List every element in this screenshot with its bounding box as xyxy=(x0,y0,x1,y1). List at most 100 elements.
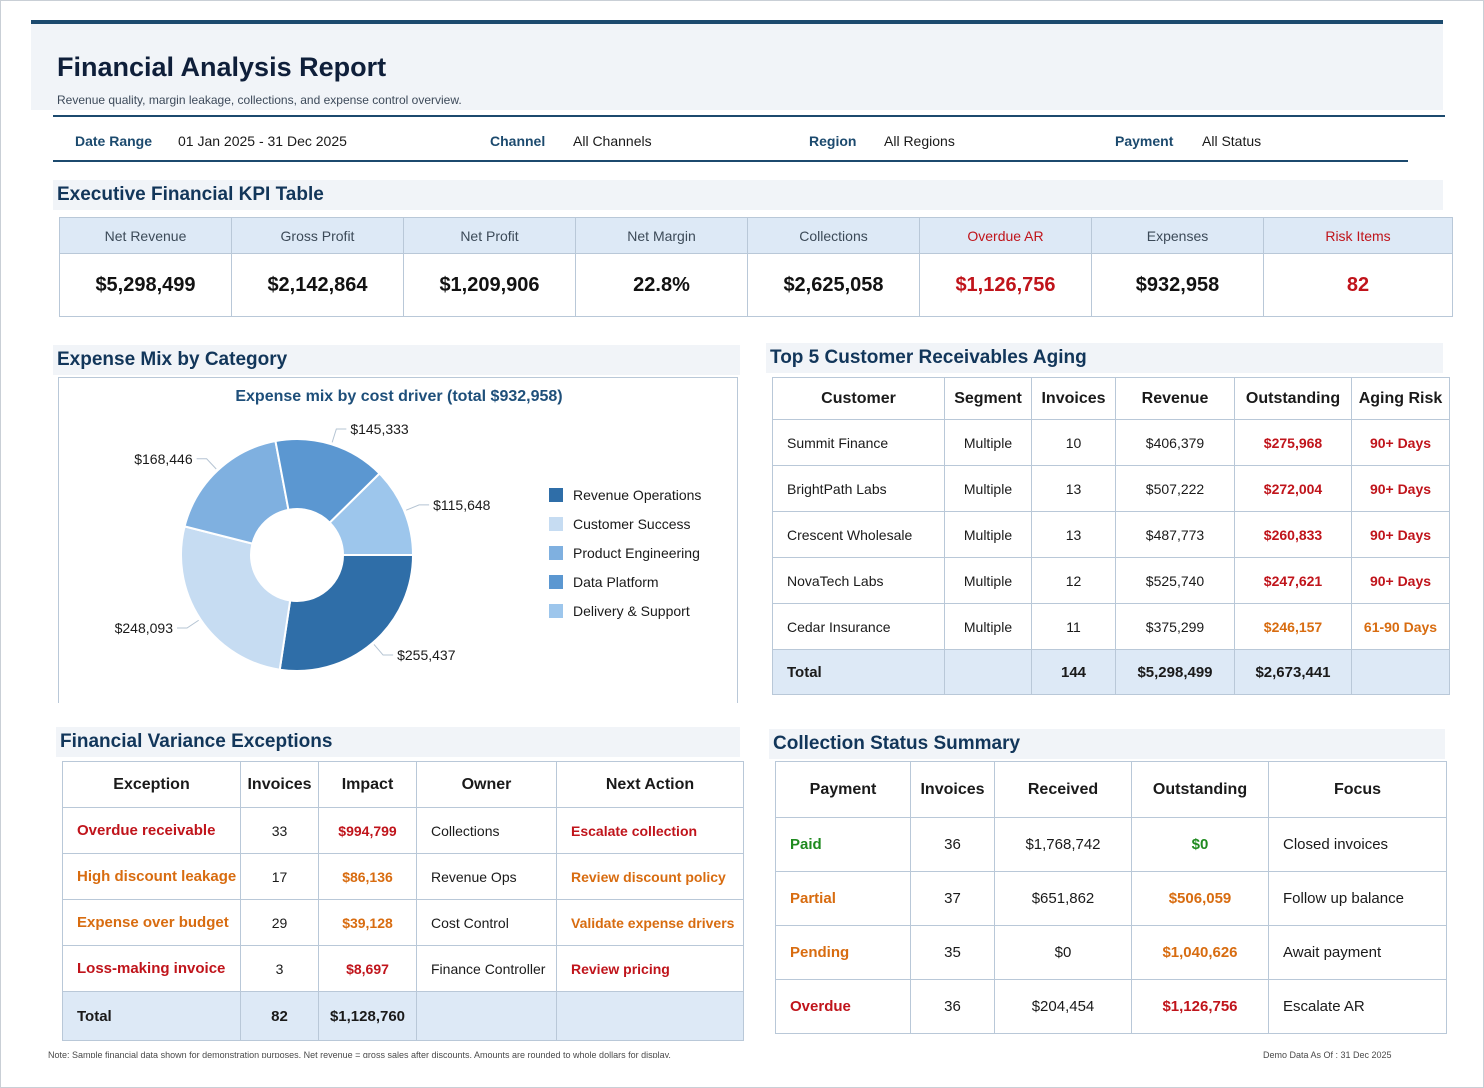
column-header: Received xyxy=(994,761,1132,818)
focus-cell: Await payment xyxy=(1268,925,1447,980)
outstanding-cell: $272,004 xyxy=(1234,465,1352,512)
invoices-cell: 10 xyxy=(1031,419,1116,466)
legend-label: Delivery & Support xyxy=(573,603,690,619)
legend-swatch xyxy=(549,575,563,589)
payment-status-cell: Pending xyxy=(775,925,911,980)
next-action-cell: Review discount policy xyxy=(556,853,744,900)
invoices-cell: 12 xyxy=(1031,557,1116,604)
report-header xyxy=(31,24,1443,110)
revenue-cell: $375,299 xyxy=(1115,603,1235,650)
filter-value-payment[interactable]: All Status xyxy=(1202,133,1262,149)
focus-cell: Follow up balance xyxy=(1268,871,1447,926)
invoices-cell: 33 xyxy=(240,807,319,854)
column-header: Exception xyxy=(62,761,241,808)
column-header: Segment xyxy=(944,377,1032,420)
data-label: $168,446 xyxy=(134,451,193,467)
leader-line xyxy=(405,504,430,511)
owner-cell: Collections xyxy=(416,807,557,854)
revenue-cell: $487,773 xyxy=(1115,511,1235,558)
received-cell: $0 xyxy=(994,925,1132,980)
payment-status-cell: Partial xyxy=(775,871,911,926)
filter-label-payment: Payment xyxy=(1115,133,1174,149)
segment-cell: Multiple xyxy=(944,557,1032,604)
kpi-header: Net Margin xyxy=(575,217,748,254)
revenue-cell: $406,379 xyxy=(1115,419,1235,466)
table-total-row: Total 144 $5,298,499 $2,673,441 xyxy=(772,649,1450,695)
kpi-header: Expenses xyxy=(1091,217,1264,254)
total-cell: 82 xyxy=(240,991,319,1041)
table-row: Loss-making invoice 3 $8,697 Finance Con… xyxy=(62,945,744,992)
leader-line xyxy=(196,458,217,470)
table-row: BrightPath Labs Multiple 13 $507,222 $27… xyxy=(772,465,1450,512)
table-row: Partial 37 $651,862 $506,059 Follow up b… xyxy=(775,871,1447,926)
outstanding-cell: $0 xyxy=(1131,817,1269,872)
data-label: $145,333 xyxy=(350,421,409,437)
invoices-cell: 17 xyxy=(240,853,319,900)
column-header: Revenue xyxy=(1115,377,1235,420)
donut-chart-svg: $255,437 $248,093 $168,446 $145,333 $115,648… xyxy=(115,421,701,672)
exception-cell: Overdue receivable xyxy=(62,807,241,854)
segment-cell: Multiple xyxy=(944,419,1032,466)
kpi-table: Net Revenue Gross Profit Net Profit Net … xyxy=(59,217,1453,317)
total-cell: $5,298,499 xyxy=(1115,649,1235,695)
invoices-cell: 35 xyxy=(910,925,995,980)
aging-risk-cell: 61-90 Days xyxy=(1351,603,1450,650)
receivables-section-title: Top 5 Customer Receivables Aging xyxy=(766,343,1443,373)
page-title: Financial Analysis Report xyxy=(57,52,387,82)
outstanding-cell: $506,059 xyxy=(1131,871,1269,926)
legend-swatch xyxy=(549,517,563,531)
received-cell: $204,454 xyxy=(994,979,1132,1034)
column-header: Invoices xyxy=(1031,377,1116,420)
column-header: Outstanding xyxy=(1234,377,1352,420)
collection-table: Payment Invoices Received Outstanding Fo… xyxy=(775,761,1447,1034)
legend-label: Revenue Operations xyxy=(573,487,701,503)
column-header: Invoices xyxy=(910,761,995,818)
table-row: Expense over budget 29 $39,128 Cost Cont… xyxy=(62,899,744,946)
kpi-value: $1,209,906 xyxy=(403,253,576,317)
legend-item-data-platform: Data Platform xyxy=(549,574,659,590)
table-row: Crescent Wholesale Multiple 13 $487,773 … xyxy=(772,511,1450,558)
total-cell xyxy=(556,991,744,1041)
kpi-header: Overdue AR xyxy=(919,217,1092,254)
variance-table: Exception Invoices Impact Owner Next Act… xyxy=(62,761,744,1041)
filter-bar-divider xyxy=(53,160,1408,162)
invoices-cell: 13 xyxy=(1031,511,1116,558)
next-action-cell: Escalate collection xyxy=(556,807,744,854)
leader-line xyxy=(177,619,199,629)
customer-cell: BrightPath Labs xyxy=(772,465,945,512)
table-header-row: Customer Segment Invoices Revenue Outsta… xyxy=(772,377,1450,420)
column-header: Next Action xyxy=(556,761,744,808)
exception-cell: Expense over budget xyxy=(62,899,241,946)
filter-value-region[interactable]: All Regions xyxy=(884,133,955,149)
outstanding-cell: $246,157 xyxy=(1234,603,1352,650)
filter-value-date-range[interactable]: 01 Jan 2025 - 31 Dec 2025 xyxy=(178,133,347,149)
owner-cell: Revenue Ops xyxy=(416,853,557,900)
invoices-cell: 29 xyxy=(240,899,319,946)
kpi-header: Gross Profit xyxy=(231,217,404,254)
table-row: Cedar Insurance Multiple 11 $375,299 $24… xyxy=(772,603,1450,650)
aging-risk-cell: 90+ Days xyxy=(1351,511,1450,558)
filter-value-channel[interactable]: All Channels xyxy=(573,133,652,149)
total-label: Total xyxy=(772,649,945,695)
column-header: Customer xyxy=(772,377,945,420)
data-label: $115,648 xyxy=(433,497,491,513)
kpi-header: Risk Items xyxy=(1263,217,1453,254)
impact-cell: $994,799 xyxy=(318,807,417,854)
kpi-value: $5,298,499 xyxy=(59,253,232,317)
column-header: Aging Risk xyxy=(1351,377,1450,420)
total-cell xyxy=(1351,649,1450,695)
legend-item-product-engineering: Product Engineering xyxy=(549,545,700,561)
receivables-table: Customer Segment Invoices Revenue Outsta… xyxy=(772,377,1450,695)
slice-revenue-operations xyxy=(278,554,415,672)
variance-section-title: Financial Variance Exceptions xyxy=(56,727,740,757)
table-row: Overdue 36 $204,454 $1,126,756 Escalate … xyxy=(775,979,1447,1034)
customer-cell: Crescent Wholesale xyxy=(772,511,945,558)
invoices-cell: 13 xyxy=(1031,465,1116,512)
segment-cell: Multiple xyxy=(944,511,1032,558)
owner-cell: Cost Control xyxy=(416,899,557,946)
table-row: High discount leakage 17 $86,136 Revenue… xyxy=(62,853,744,900)
exception-cell: Loss-making invoice xyxy=(62,945,241,992)
slice-delivery-support xyxy=(328,472,415,556)
kpi-value: 82 xyxy=(1263,253,1453,317)
kpi-section-title: Executive Financial KPI Table xyxy=(53,180,1443,210)
